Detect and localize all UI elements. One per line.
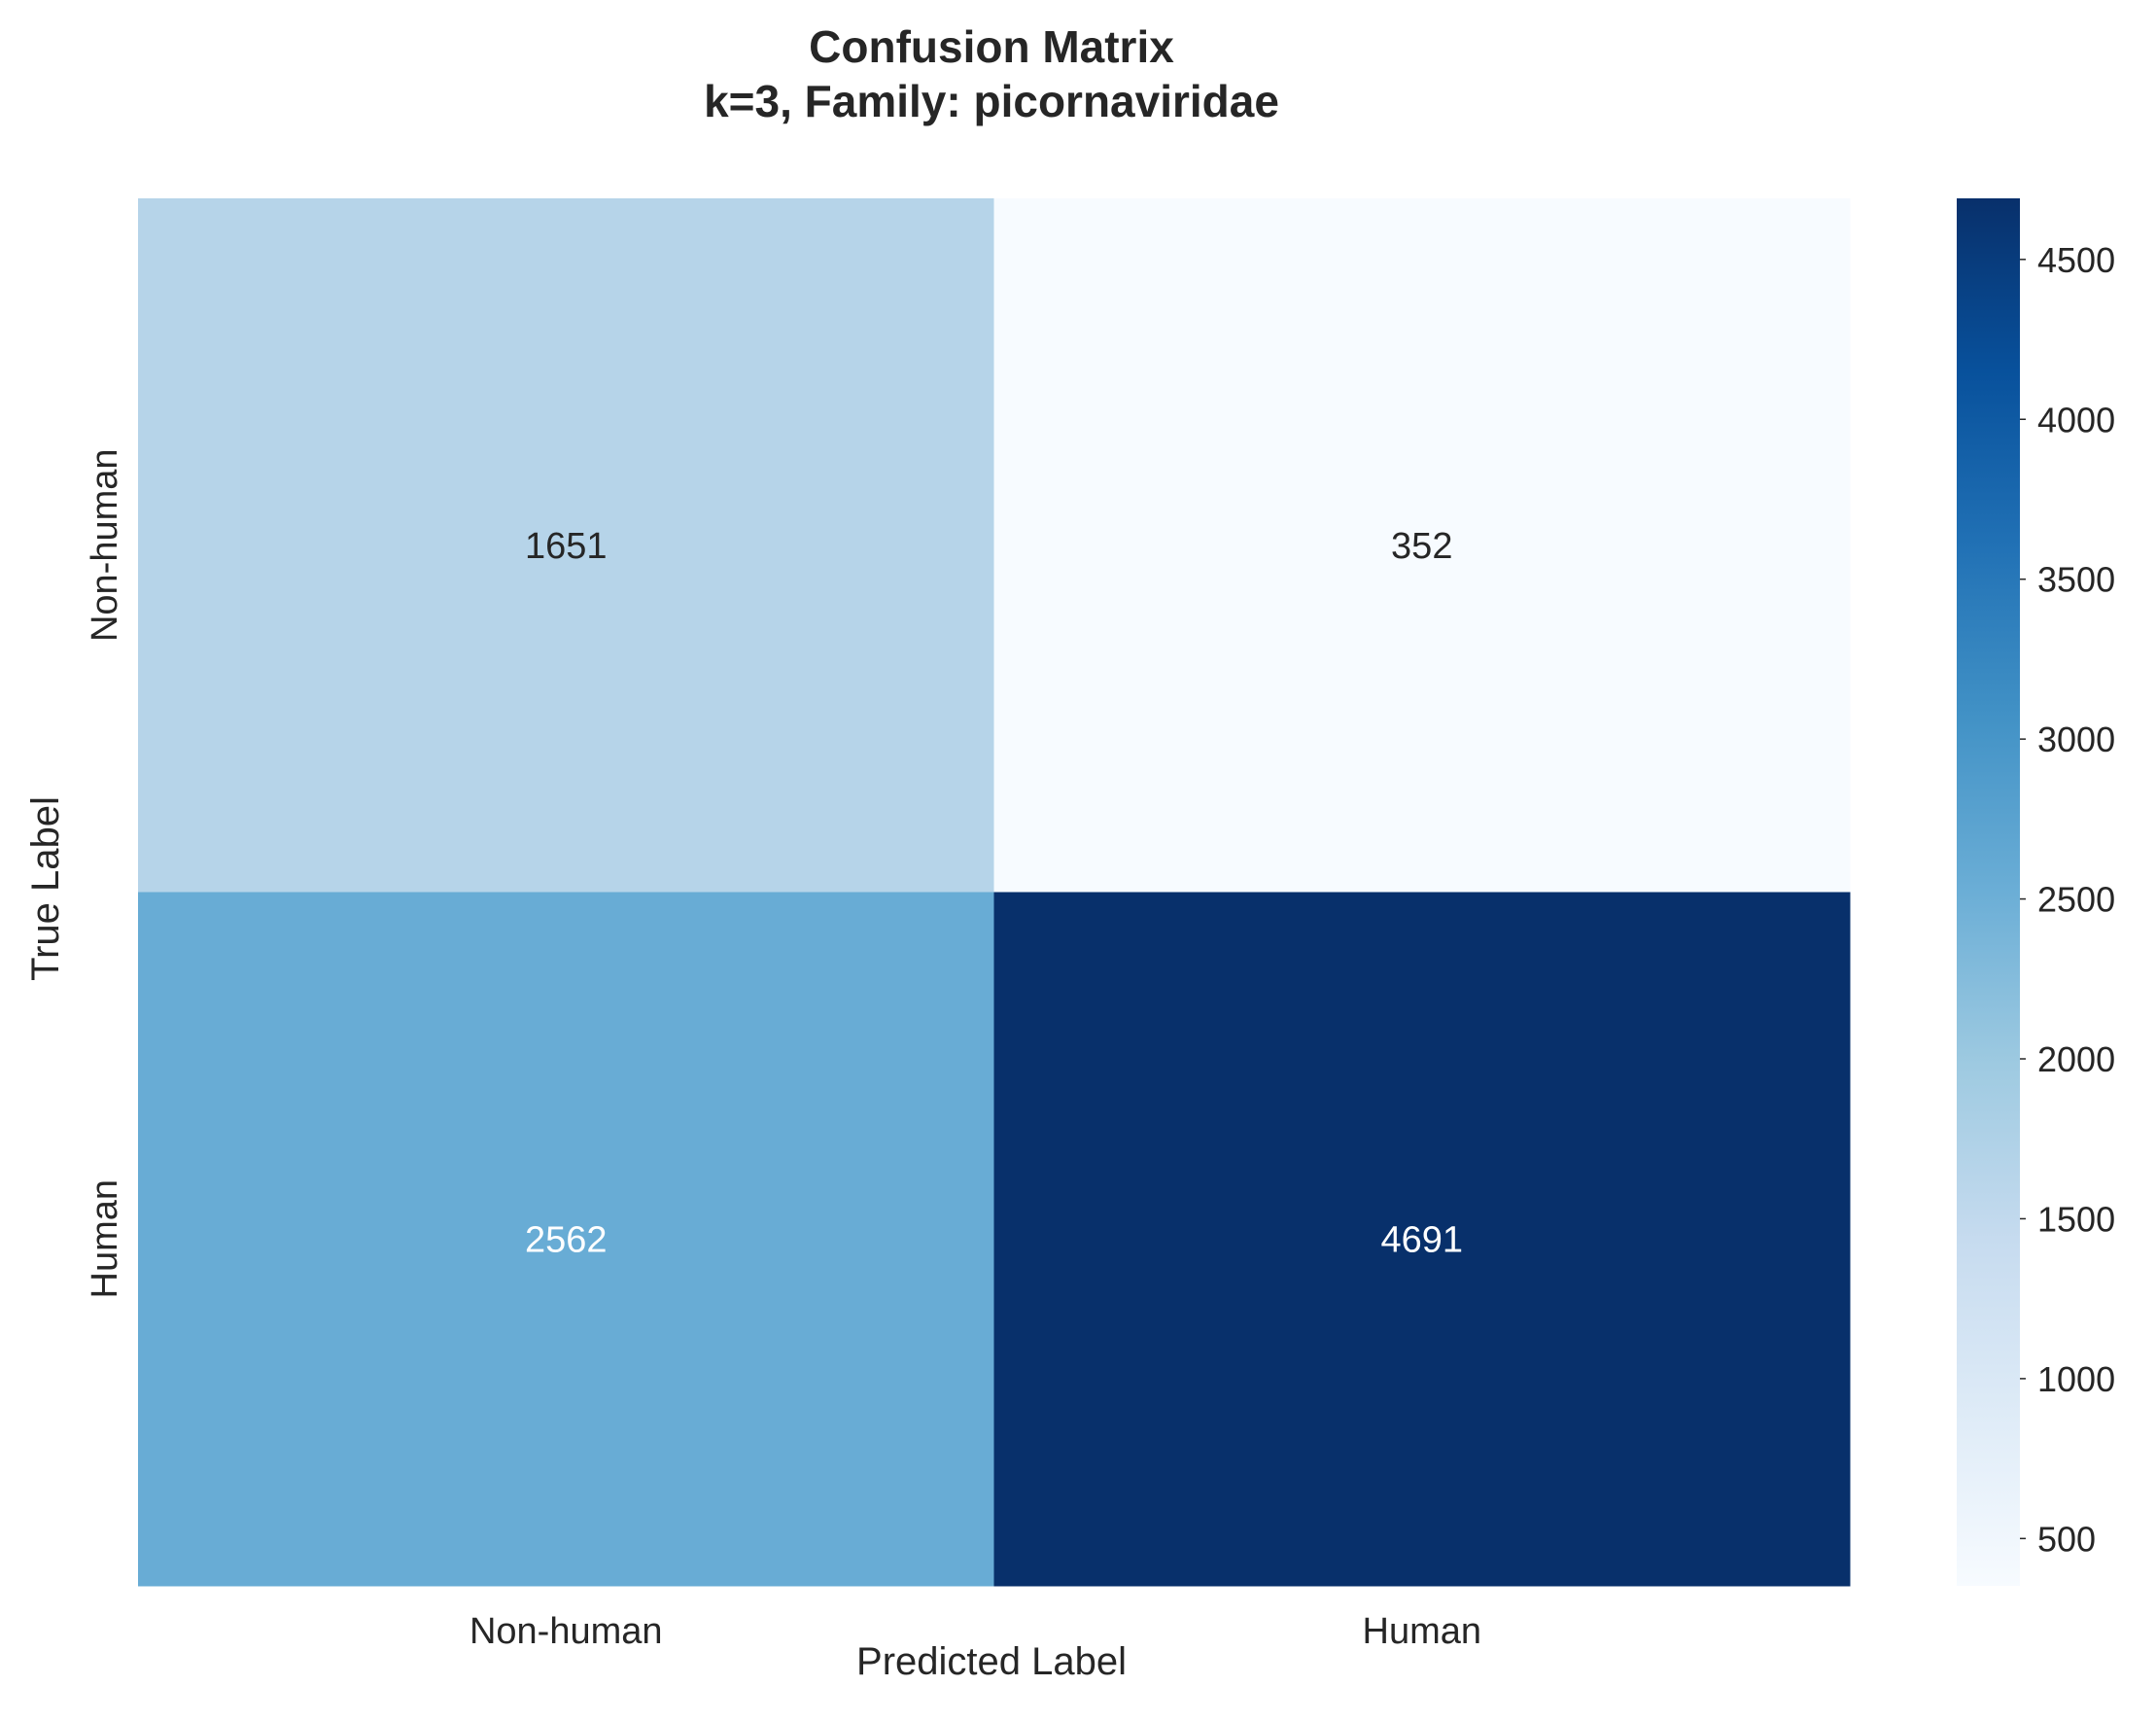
colorbar-tick-label: 1000	[2037, 1359, 2115, 1399]
colorbar-tick-label: 3000	[2037, 720, 2115, 759]
cell-value-label: 4691	[1380, 1219, 1463, 1260]
colorbar-tick-label: 4000	[2037, 400, 2115, 439]
cell-value-label: 352	[1391, 526, 1452, 567]
colorbar-tick-label: 3500	[2037, 560, 2115, 600]
chart-title-line-1: Confusion Matrix	[809, 21, 1174, 72]
cell-value-label: 2562	[525, 1219, 608, 1260]
colorbar-tick-label: 4500	[2037, 240, 2115, 280]
heatmap-cells: 1651 352 2562 4691	[138, 198, 1851, 1587]
colorbar-tick-label: 1500	[2037, 1199, 2115, 1239]
y-tick-labels: Non-human Human	[85, 448, 125, 1298]
x-axis-label: Predicted Label	[856, 1640, 1127, 1683]
x-tick-label: Non-human	[469, 1611, 663, 1652]
y-axis-label: True Label	[24, 796, 67, 981]
colorbar: 500 1000 1500 2000 2500 3000 3500 4000 4500	[1957, 198, 2115, 1586]
cell-value-label: 1651	[525, 526, 608, 567]
heatmap-cell	[993, 198, 1851, 893]
colorbar-tick-label: 500	[2037, 1519, 2096, 1559]
heatmap-cell	[993, 892, 1851, 1587]
x-tick-label: Human	[1363, 1611, 1482, 1652]
heatmap-cell	[138, 198, 994, 893]
colorbar-tick-labels: 500 1000 1500 2000 2500 3000 3500 4000 4500	[2020, 240, 2115, 1559]
heatmap-cell	[138, 892, 994, 1587]
x-tick-labels: Non-human Human	[469, 1611, 1481, 1652]
colorbar-tick-label: 2500	[2037, 880, 2115, 920]
chart-title-line-2: k=3, Family: picornaviridae	[704, 76, 1279, 126]
colorbar-tick-label: 2000	[2037, 1039, 2115, 1079]
y-tick-label: Human	[85, 1179, 125, 1299]
y-tick-label: Non-human	[85, 448, 125, 642]
colorbar-gradient	[1957, 198, 2020, 1586]
